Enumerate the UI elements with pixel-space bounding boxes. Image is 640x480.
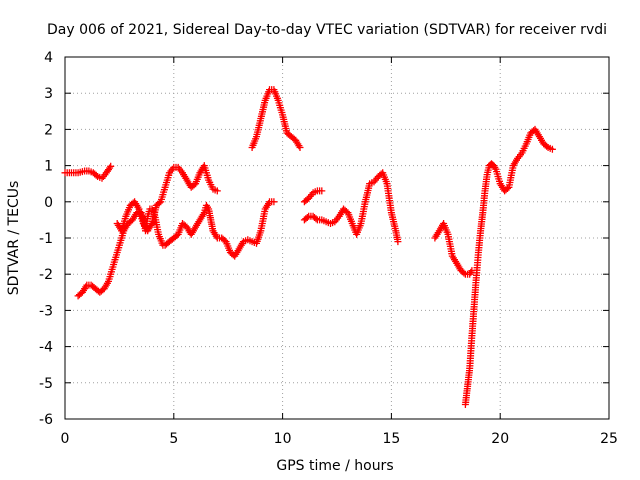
- data-point: [296, 144, 304, 151]
- data-point: [155, 199, 163, 207]
- y-tick-label: -4: [39, 340, 53, 356]
- x-tick-label: 20: [491, 431, 509, 447]
- data-point: [312, 215, 320, 223]
- x-tick-label: 25: [600, 431, 618, 447]
- y-tick-label: 2: [44, 122, 53, 138]
- data-points: [61, 86, 556, 408]
- x-axis-label: GPS time / hours: [276, 458, 393, 474]
- y-tick-label: -5: [39, 376, 53, 392]
- y-tick-label: -3: [39, 303, 53, 319]
- data-point: [318, 187, 326, 195]
- data-point: [504, 185, 511, 192]
- y-tick-label: 1: [44, 159, 53, 175]
- data-point: [303, 214, 311, 221]
- tick-labels: 0 5 10 15 20 25 -6 -5 -4 -3 -2 -1 0 1 2 3 4: [39, 50, 618, 447]
- x-tick-label: 10: [274, 431, 292, 447]
- y-tick-label: 3: [44, 86, 53, 102]
- y-tick-label: -1: [39, 231, 53, 247]
- data-point: [548, 145, 556, 153]
- grid: [65, 57, 609, 419]
- data-point: [543, 142, 551, 150]
- axis-ticks: [64, 56, 610, 420]
- data-point: [270, 198, 278, 206]
- x-tick-label: 15: [382, 431, 400, 447]
- x-tick-label: 0: [61, 431, 70, 447]
- data-point: [92, 171, 100, 179]
- data-point: [460, 269, 468, 277]
- y-tick-label: -6: [39, 412, 53, 428]
- data-point: [213, 187, 221, 195]
- y-axis-label: SDTVAR / TECUs: [6, 181, 22, 296]
- x-tick-label: 5: [169, 431, 178, 447]
- y-tick-label: -2: [39, 267, 53, 283]
- data-point: [107, 162, 115, 170]
- y-tick-label: 0: [44, 195, 53, 211]
- y-tick-label: 4: [44, 50, 53, 66]
- chart-title: Day 006 of 2021, Sidereal Day-to-day VTE…: [47, 22, 607, 38]
- data-point: [394, 238, 402, 246]
